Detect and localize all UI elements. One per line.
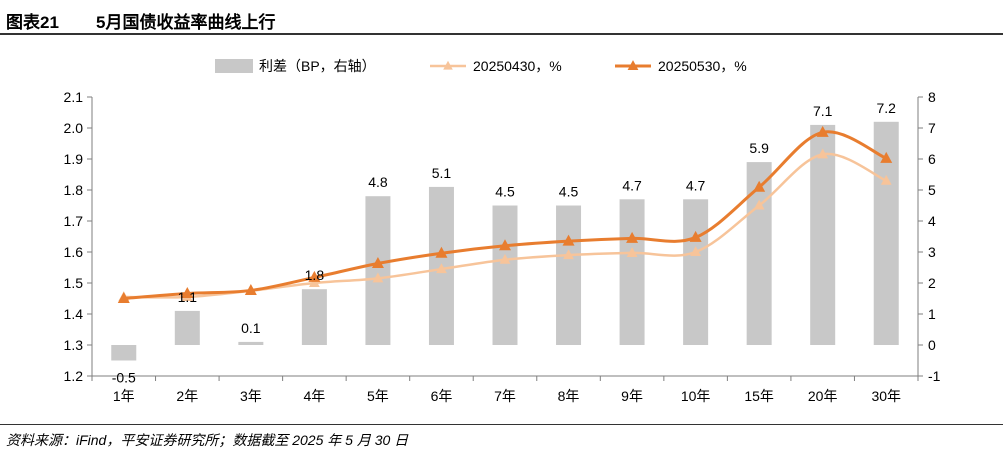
x-axis-tick-label: 20年 <box>808 388 838 404</box>
bottom-rule <box>0 424 1003 425</box>
bar-data-label: 5.1 <box>432 165 452 181</box>
right-axis-tick-label: 5 <box>928 182 936 198</box>
x-axis-tick-label: 8年 <box>558 388 580 404</box>
bar-data-label: 7.1 <box>813 103 833 119</box>
series-20250530-marker <box>499 239 511 251</box>
x-axis-tick-label: 15年 <box>744 388 774 404</box>
series-20250430-marker <box>436 263 447 274</box>
series-20250530-marker <box>435 246 448 258</box>
left-axis-tick-label: 1.8 <box>64 182 84 198</box>
spread-bar <box>619 199 645 345</box>
figure-number: 图表21 <box>6 13 59 32</box>
left-axis-tick-label: 2.1 <box>64 89 84 105</box>
left-axis-tick-label: 1.7 <box>64 213 84 229</box>
x-axis-tick-label: 5年 <box>367 388 389 404</box>
right-axis-tick-label: 4 <box>928 213 936 229</box>
left-axis-tick-label: 1.2 <box>64 368 84 384</box>
bar-data-label: -0.5 <box>112 370 136 386</box>
bar-data-label: 0.1 <box>241 320 261 336</box>
series-20250530-marker <box>689 230 702 242</box>
yield-lines <box>117 125 893 303</box>
series-20250430-marker <box>563 249 574 260</box>
series-20250530-marker <box>626 231 639 243</box>
series-20250530-marker <box>117 292 130 303</box>
bar-data-label: 4.7 <box>622 177 642 193</box>
legend-label-spread: 利差（BP，右轴） <box>259 58 376 74</box>
spread-bar <box>556 205 582 345</box>
spread-bars <box>111 121 899 361</box>
right-axis-tick-label: 1 <box>928 306 936 322</box>
source-note: 资料来源：iFind，平安证券研究所；数据截至 2025 年 5 月 30 日 <box>6 432 409 448</box>
left-axis-tick-label: 1.5 <box>64 275 84 291</box>
x-axis-tick-label: 2年 <box>176 388 198 404</box>
legend-label-20250530: 20250530，% <box>658 58 747 74</box>
legend-marker-20250530 <box>627 60 639 71</box>
x-axis-tick-label: 10年 <box>681 388 711 404</box>
right-axis-tick-label: 0 <box>928 337 936 353</box>
legend-swatch-spread <box>215 59 253 73</box>
bar-data-label: 1.8 <box>305 267 325 283</box>
x-axis-tick-label: 30年 <box>871 388 901 404</box>
left-axis-tick-label: 1.3 <box>64 337 84 353</box>
spread-bar <box>111 345 137 361</box>
series-20250430-marker <box>372 272 384 283</box>
series-20250530-marker <box>880 151 893 163</box>
figure-header: 图表21 5月国债收益率曲线上行 <box>0 0 1003 36</box>
left-axis-tick-label: 2.0 <box>64 120 84 136</box>
yield-curve-chart: 利差（BP，右轴） 20250430，% 20250530，% 1.21.31.41… <box>64 58 941 404</box>
spread-bar <box>810 124 836 346</box>
bar-data-label: 4.8 <box>368 174 388 190</box>
figure-title: 5月国债收益率曲线上行 <box>96 13 276 32</box>
series-20250430-marker <box>690 246 702 257</box>
series-20250530-marker <box>181 287 194 299</box>
left-axis-tick-label: 1.9 <box>64 151 84 167</box>
bar-data-label: 4.5 <box>559 184 579 200</box>
right-axis-tick-label: 8 <box>928 89 936 105</box>
series-20250530-line <box>123 130 887 300</box>
bar-data-label: 1.1 <box>178 289 198 305</box>
x-axis-tick-label: 7年 <box>494 388 516 404</box>
chart-axes: 1.2 1.3 1.4 1.5 1.6 1.7 1.8 1.9 2.0 2.1 -1 0 1 2 3 4 5 6 7… <box>64 89 941 404</box>
spread-bar <box>301 289 327 345</box>
series-20250530-marker <box>753 180 766 192</box>
bar-data-label: 7.2 <box>876 100 896 116</box>
series-20250530-marker <box>371 256 384 268</box>
x-axis-tick-label: 6年 <box>431 388 453 404</box>
bar-data-labels: -0.5 1.1 0.1 1.8 4.8 5.1 4.5 4.5 4.7 4.7 5.9 7.1 7.2 <box>112 100 896 386</box>
right-axis-tick-label: 3 <box>928 244 936 260</box>
bar-data-label: 5.9 <box>749 140 769 156</box>
series-20250530-marker <box>244 283 257 295</box>
right-axis-tick-label: -1 <box>928 368 941 384</box>
left-axis-tick-label: 1.4 <box>64 306 84 322</box>
spread-bar <box>683 199 709 345</box>
spread-bar <box>238 341 264 345</box>
bar-data-label: 4.7 <box>686 177 706 193</box>
series-20250530-marker <box>308 270 321 282</box>
series-20250430-marker <box>499 253 511 264</box>
series-20250530-marker <box>816 125 829 137</box>
bar-data-label: 4.5 <box>495 184 515 200</box>
legend-label-20250430: 20250430，% <box>473 58 562 74</box>
series-20250530-marker <box>562 234 575 246</box>
x-axis-tick-label: 1年 <box>113 388 135 404</box>
series-20250430-marker <box>626 247 638 257</box>
x-axis-tick-label: 9年 <box>621 388 643 404</box>
series-20250430-marker <box>817 148 829 159</box>
left-axis-tick-label: 1.6 <box>64 244 84 260</box>
legend-marker-20250430 <box>443 60 453 70</box>
x-axis-tick-label: 3年 <box>240 388 262 404</box>
chart-legend: 利差（BP，右轴） 20250430，% 20250530，% <box>215 58 747 74</box>
right-axis-tick-label: 6 <box>928 151 936 167</box>
spread-bar <box>492 205 518 345</box>
right-axis-tick-label: 2 <box>928 275 936 291</box>
top-rule <box>0 33 1003 35</box>
x-axis-tick-label: 4年 <box>303 388 325 404</box>
series-20250430-marker <box>308 277 320 288</box>
spread-bar <box>365 196 391 345</box>
spread-bar <box>174 310 200 345</box>
series-20250430-marker <box>753 199 765 210</box>
right-axis-tick-label: 7 <box>928 120 936 136</box>
series-20250430-marker <box>880 174 892 185</box>
